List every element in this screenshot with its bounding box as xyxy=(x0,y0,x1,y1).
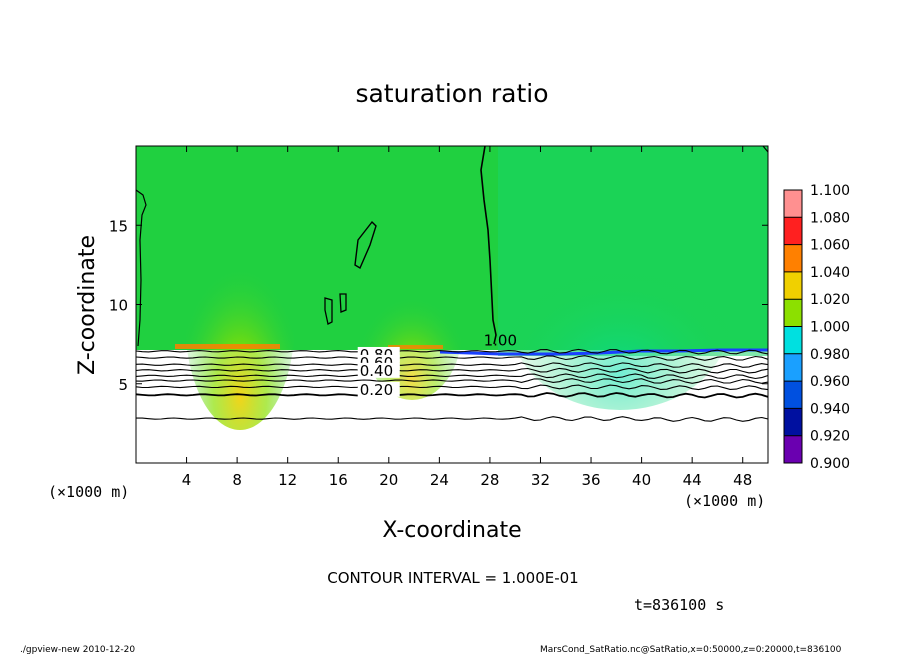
colorbar-label: 0.960 xyxy=(810,374,850,390)
colorbar-label: 1.000 xyxy=(810,320,850,336)
x-axis-ticks: 4 8 12 16 20 24 28 32 36 40 44 48 xyxy=(182,146,752,489)
x-tick-label: 40 xyxy=(632,471,651,489)
y-tick-label: 5 xyxy=(118,376,128,394)
colorbar-label: 1.060 xyxy=(810,238,850,254)
contour-label-bg xyxy=(357,381,400,397)
colorbar-label: 1.040 xyxy=(810,265,850,281)
contour-line xyxy=(135,367,769,374)
colorbar-segment xyxy=(784,190,802,218)
contour-labels: 1.000.800.600.400.20 xyxy=(357,332,517,399)
colorbar-segment xyxy=(784,408,802,436)
x-tick-label: 12 xyxy=(278,471,297,489)
contour-line xyxy=(136,416,769,422)
footer-left: ./gpview-new 2010-12-20 xyxy=(20,645,135,654)
y-tick-label: 15 xyxy=(109,217,128,235)
colorbar-label: 1.080 xyxy=(810,210,850,226)
contour-line xyxy=(135,362,769,368)
blue-boundary-line xyxy=(439,348,768,356)
orange-band-1 xyxy=(175,344,280,349)
colorbar-segment xyxy=(784,217,802,245)
contour-line xyxy=(135,392,769,399)
contour-1.00-blob-3 xyxy=(339,293,347,313)
footer-right: MarsCond_SatRatio.nc@SatRatio,x=0:50000,… xyxy=(540,645,842,654)
orange-band-2 xyxy=(388,345,443,349)
plot-area: 1.000.800.600.400.20 xyxy=(135,145,769,464)
colorbar-label: 1.020 xyxy=(810,292,850,308)
y-axis-ticks: 5 10 15 xyxy=(109,217,768,394)
time-stamp-text: t=836100 s xyxy=(634,596,724,614)
colorbar-segment xyxy=(784,244,802,272)
contour-1.00-main xyxy=(480,145,497,345)
x-axis-unit-left: (×1000 m) xyxy=(48,483,129,501)
x-axis-unit-right: (×1000 m) xyxy=(684,492,765,510)
contour-1.00-blob-2 xyxy=(324,297,333,325)
contour-lines xyxy=(135,348,769,422)
y-tick-label: 10 xyxy=(109,297,128,315)
contour-line xyxy=(135,355,769,361)
x-tick-label: 28 xyxy=(480,471,499,489)
colorbar-segment xyxy=(784,353,802,382)
colorbar-label: 0.940 xyxy=(810,401,850,417)
contour-line xyxy=(135,373,769,380)
x-axis-label: X-coordinate xyxy=(382,518,521,543)
colorbar: 0.900 0.920 0.940 0.960 0.980 1.000 1.020 1.040… xyxy=(783,183,850,472)
colorbar-segment xyxy=(784,435,802,463)
x-tick-label: 8 xyxy=(232,471,242,489)
contour-interval-text: CONTOUR INTERVAL = 1.000E-01 xyxy=(327,569,578,587)
y-axis-label: Z-coordinate xyxy=(75,235,100,375)
contour-line xyxy=(135,378,769,384)
contour-1.00-right-edge xyxy=(762,145,769,153)
chart-title: saturation ratio xyxy=(355,79,548,108)
warm-plume-1 xyxy=(185,210,295,430)
x-tick-label: 20 xyxy=(379,471,398,489)
x-tick-label: 36 xyxy=(581,471,600,489)
colorbar-segment xyxy=(784,381,802,409)
contour-1.00-left-edge xyxy=(135,189,147,347)
contour-label-bg xyxy=(357,362,400,378)
colorbar-segment xyxy=(784,271,802,300)
colorbar-label: 0.900 xyxy=(810,456,850,472)
contour-label: 1.00 xyxy=(484,332,517,350)
contour-label: 0.20 xyxy=(360,381,393,399)
colorbar-segment xyxy=(784,326,802,354)
colorbar-label: 0.980 xyxy=(810,347,850,363)
colorbar-label: 0.920 xyxy=(810,429,850,445)
x-tick-label: 32 xyxy=(531,471,550,489)
x-tick-label: 24 xyxy=(430,471,449,489)
x-tick-label: 4 xyxy=(182,471,192,489)
x-tick-label: 44 xyxy=(683,471,702,489)
colorbar-segment xyxy=(784,299,802,327)
x-tick-label: 48 xyxy=(733,471,752,489)
contour-line xyxy=(135,348,769,355)
x-tick-label: 16 xyxy=(329,471,348,489)
contour-1.00-blob-1 xyxy=(354,220,377,270)
colorbar-label: 1.100 xyxy=(810,183,850,199)
contour-line xyxy=(135,384,769,391)
contour-label: 0.40 xyxy=(360,362,393,380)
